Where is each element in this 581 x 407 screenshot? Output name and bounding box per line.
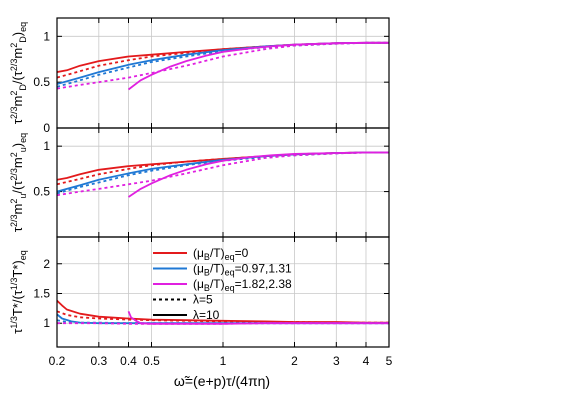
panel-middle: 0.5 1 τ2/3m2u/(τ2/3m2u)eq (9, 127, 390, 238)
panel-top: 0 0.5 1 τ2/3m2D/(τ2/3m2D)eq (9, 17, 390, 135)
x-axis-tick-labels: 0.2 0.3 0.4 0.5 1 2 3 4 5 (49, 354, 393, 368)
legend-label-3: λ=5 (193, 293, 213, 307)
y-tick-label-top-1: 0.5 (33, 75, 50, 89)
legend-label-4: λ=10 (193, 308, 220, 322)
series-bottom-5 (127, 310, 389, 325)
x-tick-label-0: 0.2 (49, 354, 66, 368)
x-tick-label-1: 0.3 (90, 354, 107, 368)
y-tick-label-bottom-1: 1.5 (33, 286, 50, 300)
legend-label-2: (μB/T)eq=1.82,2.38 (193, 277, 292, 293)
y-tick-label-top-0: 0 (43, 121, 50, 135)
x-tick-label-3: 0.5 (143, 354, 160, 368)
x-tick-label-7: 4 (363, 354, 370, 368)
y-tick-label-middle-0: 0.5 (33, 185, 50, 199)
legend-label-1: (μB/T)eq=0.97,1.31 (193, 262, 292, 278)
x-tick-label-6: 3 (333, 354, 340, 368)
series-bottom-1 (57, 299, 389, 324)
panel-frame-bottom (56, 236, 390, 348)
x-tick-label-4: 1 (220, 354, 227, 368)
x-tick-label-2: 0.4 (120, 354, 137, 368)
y-tick-label-bottom-0: 1 (43, 316, 50, 330)
legend: (μB/T)eq=0(μB/T)eq=0.97,1.31(μB/T)eq=1.8… (153, 246, 292, 322)
y-axis-label-bottom: τ1/3T*/(τ1/3T*)eq (9, 250, 28, 334)
legend-label-0: (μB/T)eq=0 (193, 246, 249, 262)
x-axis-label: ω̃=(e+p)τ/(4πη) (174, 373, 270, 389)
y-tick-label-middle-1: 1 (43, 139, 50, 153)
x-tick-label-5: 2 (291, 354, 298, 368)
y-axis-label-middle: τ2/3m2u/(τ2/3m2u)eq (9, 133, 28, 232)
series-middle-5 (127, 151, 389, 198)
x-tick-label-8: 5 (386, 354, 393, 368)
panel-bottom: 1 1.5 2 τ1/3T*/(τ1/3T*)eq (9, 236, 390, 348)
y-axis-label-top: τ2/3m2D/(τ2/3m2D)eq (9, 22, 28, 124)
y-tick-label-top-2: 1 (43, 29, 50, 43)
y-tick-label-bottom-2: 2 (43, 257, 50, 271)
series-top-5 (127, 41, 389, 91)
